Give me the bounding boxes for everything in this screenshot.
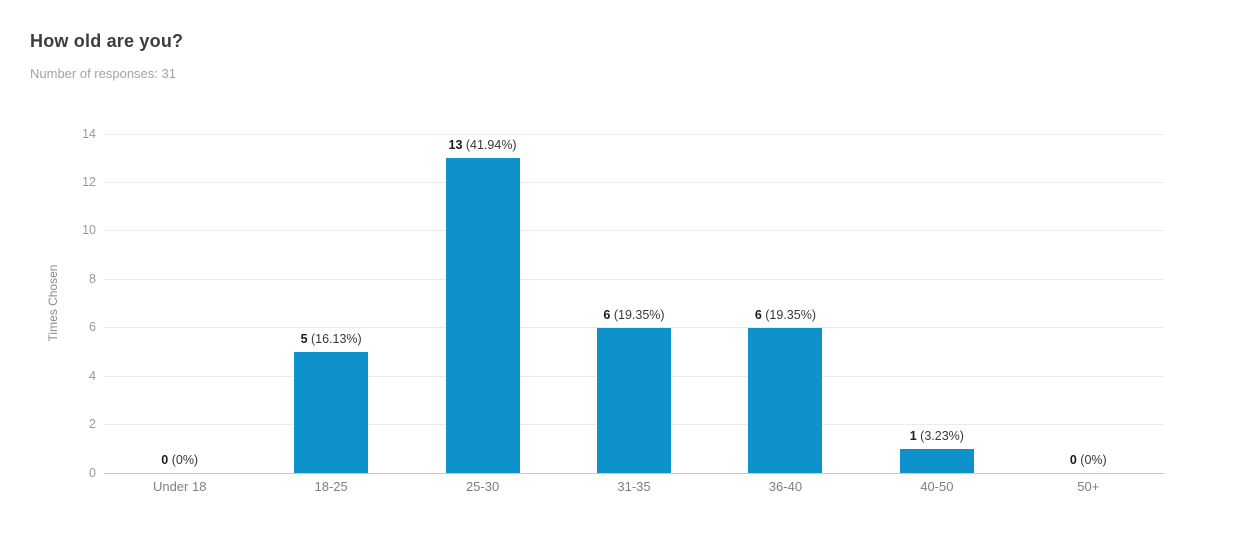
gridline <box>104 230 1164 232</box>
bar-count: 6 <box>754 307 762 322</box>
x-axis-label-25-30: 25-30 <box>465 479 500 494</box>
y-tick-label: 8 <box>89 271 96 286</box>
gridline <box>104 133 1164 135</box>
bar-percentage: (41.94%) <box>462 138 517 153</box>
bar-value-label-31-35: 6 (19.35%) <box>554 308 714 323</box>
bar-count: 0 <box>1069 453 1077 467</box>
x-axis-label-50: 50+ <box>1077 479 1100 494</box>
bar-percentage: (19.35%) <box>761 307 816 322</box>
y-tick-label: 12 <box>82 174 96 189</box>
bar-40-50 <box>899 448 974 473</box>
bar-value-label-25-30: 13 (41.94%) <box>403 138 563 153</box>
gridline <box>104 278 1164 280</box>
y-tick-label: 0 <box>89 465 96 480</box>
x-axis-label-40-50: 40-50 <box>920 479 954 494</box>
bar-value-label-40-50: 1 (3.23%) <box>857 429 1017 444</box>
y-tick-label: 6 <box>89 320 96 335</box>
bar-percentage: (19.35%) <box>610 307 665 322</box>
y-tick-label: 2 <box>89 417 96 432</box>
y-tick-label: 4 <box>89 368 96 383</box>
bar-25-30 <box>445 158 520 473</box>
x-axis-label-under-18: Under 18 <box>152 479 207 494</box>
gridline <box>104 327 1164 329</box>
y-tick-label: 10 <box>82 223 96 238</box>
y-tick-label: 14 <box>82 126 96 141</box>
x-axis-baseline <box>104 472 1164 474</box>
bar-count: 5 <box>300 331 308 346</box>
gridline <box>104 181 1164 183</box>
bar-value-label-50: 0 (0%) <box>1008 453 1168 468</box>
x-axis-label-36-40: 36-40 <box>768 479 803 494</box>
bar-count: 13 <box>448 138 463 153</box>
chart-title: How old are you? <box>30 31 184 51</box>
bar-count: 1 <box>909 428 917 443</box>
bar-count: 6 <box>603 307 611 322</box>
bar-18-25 <box>294 351 369 473</box>
bar-percentage: (0%) <box>1076 453 1107 467</box>
bar-percentage: (0%) <box>168 453 199 467</box>
bar-31-35 <box>597 327 671 473</box>
bar-percentage: (16.13%) <box>307 331 362 346</box>
bar-count: 0 <box>161 453 169 467</box>
y-axis-title: Times Chosen <box>46 264 60 342</box>
bar-36-40 <box>748 327 823 473</box>
bar-value-label-under-18: 0 (0%) <box>100 453 260 468</box>
bar-value-label-18-25: 5 (16.13%) <box>251 332 411 347</box>
bar-value-label-36-40: 6 (19.35%) <box>705 308 865 323</box>
response-count: Number of responses: 31 <box>30 66 176 81</box>
x-axis-label-31-35: 31-35 <box>617 479 651 494</box>
bar-percentage: (3.23%) <box>916 428 964 443</box>
x-axis-label-18-25: 18-25 <box>314 479 348 494</box>
